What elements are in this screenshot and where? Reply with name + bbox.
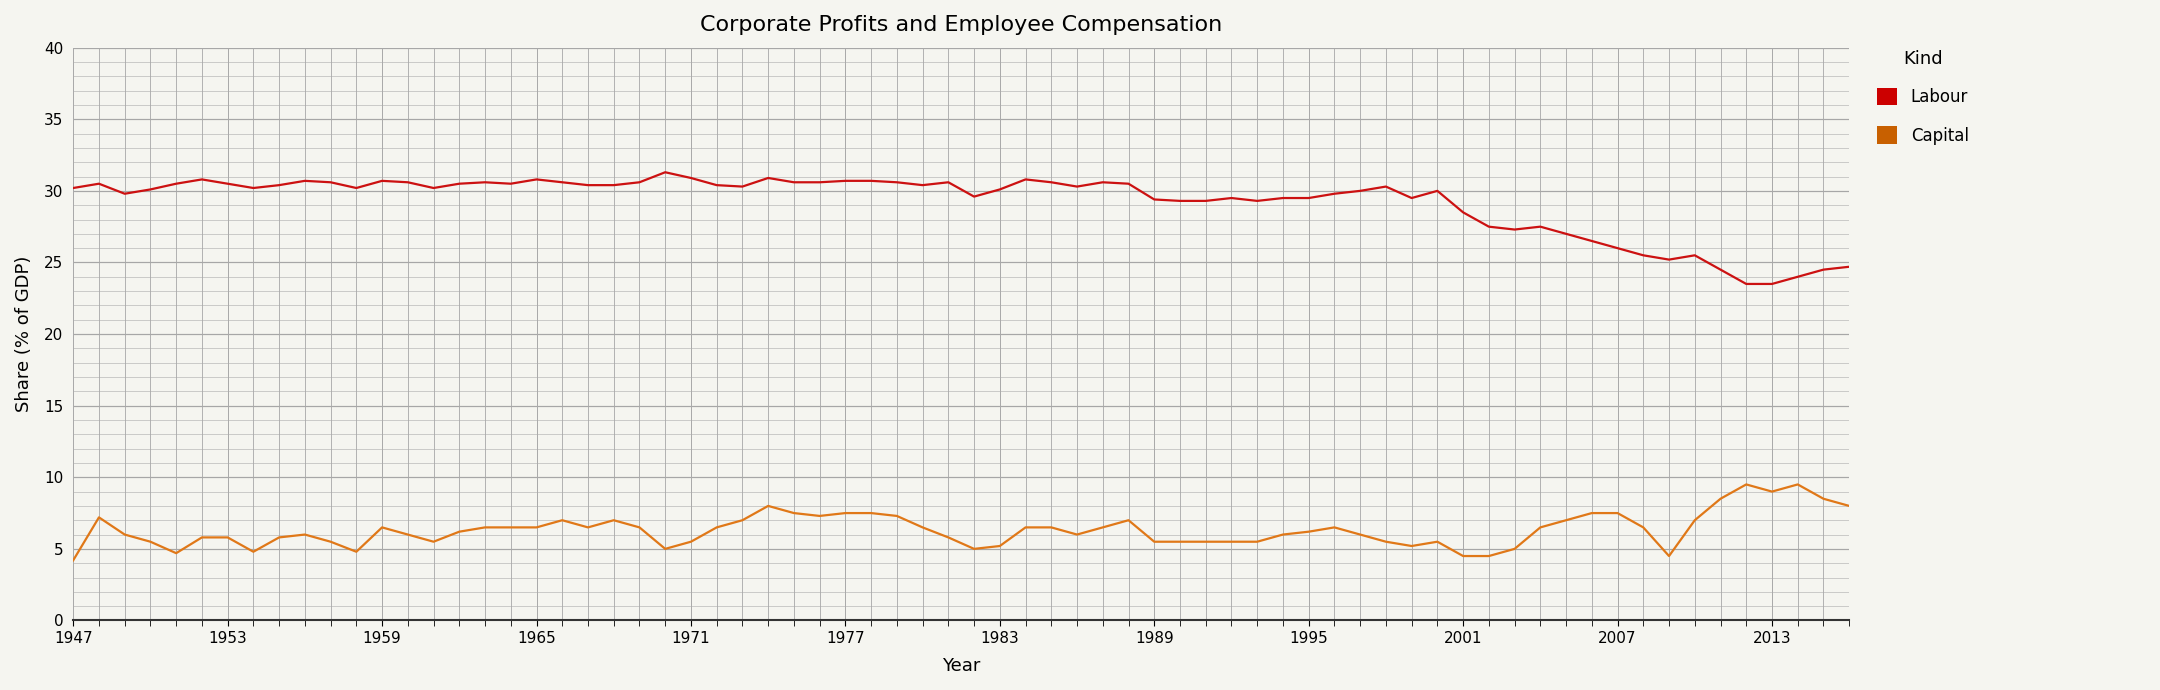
Y-axis label: Share (% of GDP): Share (% of GDP) xyxy=(15,256,32,412)
Legend: Labour, Capital: Labour, Capital xyxy=(1877,50,1968,145)
X-axis label: Year: Year xyxy=(942,657,981,675)
Title: Corporate Profits and Employee Compensation: Corporate Profits and Employee Compensat… xyxy=(700,15,1223,35)
